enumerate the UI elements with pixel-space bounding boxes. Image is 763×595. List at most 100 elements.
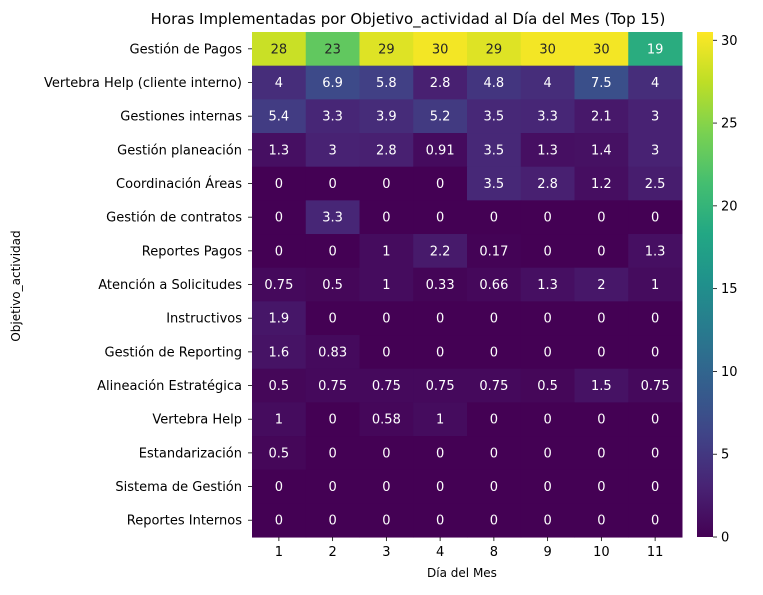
- cell-value-label: 0: [490, 446, 498, 461]
- cell-value-label: 0: [382, 177, 390, 192]
- cell-value-label: 3: [651, 143, 659, 158]
- cell-value-label: 2.8: [376, 143, 397, 158]
- heatmap-cell: [628, 234, 683, 269]
- heatmap-cell: [520, 99, 575, 134]
- cell-value-label: 0.75: [641, 379, 670, 394]
- colorbar-tick-label: 20: [721, 199, 738, 214]
- cell-value-label: 0: [543, 446, 551, 461]
- heatmap-cell: [413, 65, 468, 100]
- heatmap-cell: [467, 335, 522, 370]
- cell-value-label: 3.3: [322, 110, 343, 125]
- cell-value-label: 5.8: [376, 76, 397, 91]
- y-tick-label: Instructivos: [166, 312, 242, 327]
- cell-value-label: 0: [436, 514, 444, 529]
- heatmap-cell: [413, 503, 468, 538]
- heatmap-cell: [413, 267, 468, 302]
- cell-value-label: 0.33: [426, 278, 455, 293]
- heatmap-cell: [520, 402, 575, 437]
- cell-value-label: 0: [597, 413, 605, 428]
- cell-value-label: 0: [543, 413, 551, 428]
- colorbar-tick-label: 0: [721, 531, 729, 546]
- heatmap-cell: [520, 436, 575, 471]
- cell-value-label: 0: [651, 312, 659, 327]
- colorbar-tick-label: 5: [721, 448, 729, 463]
- heatmap-cell: [413, 469, 468, 504]
- cell-value-label: 3.3: [322, 211, 343, 226]
- cell-value-label: 0: [597, 446, 605, 461]
- heatmap-cell: [305, 267, 360, 302]
- heatmap-cell: [359, 503, 414, 538]
- cell-value-label: 0.5: [537, 379, 558, 394]
- heatmap-cell: [305, 368, 360, 403]
- cell-value-label: 0.75: [479, 379, 508, 394]
- heatmap-cell: [574, 469, 629, 504]
- heatmap-cell: [628, 503, 683, 538]
- cell-value-label: 0: [436, 345, 444, 360]
- cell-value-label: 0: [597, 211, 605, 226]
- y-tick-label: Estandarización: [139, 446, 242, 461]
- heatmap-cell: [252, 133, 307, 168]
- heatmap-cell: [574, 32, 629, 67]
- x-tick-label: 4: [436, 545, 444, 560]
- cell-value-label: 0.83: [318, 345, 347, 360]
- cell-value-label: 1: [436, 413, 444, 428]
- cell-value-label: 1.6: [269, 345, 290, 360]
- cell-value-label: 0: [275, 177, 283, 192]
- heatmap-cell: [628, 402, 683, 437]
- heatmap-cell: [467, 200, 522, 235]
- cell-value-label: 0: [436, 446, 444, 461]
- cell-value-label: 3.5: [484, 110, 505, 125]
- heatmap-cell: [305, 469, 360, 504]
- heatmap-cell: [252, 234, 307, 269]
- cell-value-label: 0: [490, 480, 498, 495]
- cell-value-label: 0.75: [372, 379, 401, 394]
- x-tick-label: 8: [490, 545, 498, 560]
- heatmap-cell: [413, 99, 468, 134]
- cell-value-label: 0: [275, 211, 283, 226]
- cell-value-label: 0: [275, 480, 283, 495]
- x-axis-ticks: 1 2 3 4 8 9 10 11: [275, 537, 664, 560]
- cell-value-label: 0: [382, 446, 390, 461]
- y-tick-label: Sistema de Gestión: [115, 480, 242, 495]
- heatmap-cell: [628, 99, 683, 134]
- cell-value-label: 1: [382, 244, 390, 259]
- chart-title: Horas Implementadas por Objetivo_activid…: [151, 10, 666, 29]
- cell-value-label: 19: [647, 42, 664, 57]
- heatmap-cell: [359, 469, 414, 504]
- cell-value-label: 5.4: [269, 110, 290, 125]
- heatmap-cell: [628, 166, 683, 201]
- y-tick-label: Gestión de Reporting: [105, 345, 242, 360]
- y-tick-label: Gestión planeación: [117, 143, 242, 158]
- cell-value-label: 30: [432, 42, 449, 57]
- cell-value-label: 0: [275, 244, 283, 259]
- y-tick-label: Coordinación Áreas: [116, 176, 242, 192]
- heatmap-cell: [252, 200, 307, 235]
- x-tick-label: 11: [647, 545, 664, 560]
- cell-value-label: 0: [651, 446, 659, 461]
- heatmap-cell: [359, 267, 414, 302]
- cell-value-label: 0.91: [426, 143, 455, 158]
- heatmap-cell: [252, 335, 307, 370]
- heatmap-cell: [467, 503, 522, 538]
- heatmap-cell: [359, 436, 414, 471]
- heatmap-cell: [252, 402, 307, 437]
- colorbar-gradient: [697, 32, 713, 537]
- heatmap-cell: [413, 368, 468, 403]
- cell-value-label: 2.5: [645, 177, 666, 192]
- heatmap-cell: [413, 133, 468, 168]
- cell-value-label: 0: [382, 345, 390, 360]
- heatmap-cell: [520, 301, 575, 336]
- heatmap-cell: [467, 133, 522, 168]
- heatmap-cell: [574, 335, 629, 370]
- heatmap-cell: [520, 32, 575, 67]
- x-axis-label: Día del Mes: [427, 566, 497, 580]
- cell-value-label: 2.8: [537, 177, 558, 192]
- heatmap-cell: [413, 436, 468, 471]
- heatmap-cell: [467, 32, 522, 67]
- heatmap-cell: [520, 200, 575, 235]
- heatmap-cell: [305, 503, 360, 538]
- cell-value-label: 29: [378, 42, 395, 57]
- cell-value-label: 0: [651, 211, 659, 226]
- cell-value-label: 0: [543, 345, 551, 360]
